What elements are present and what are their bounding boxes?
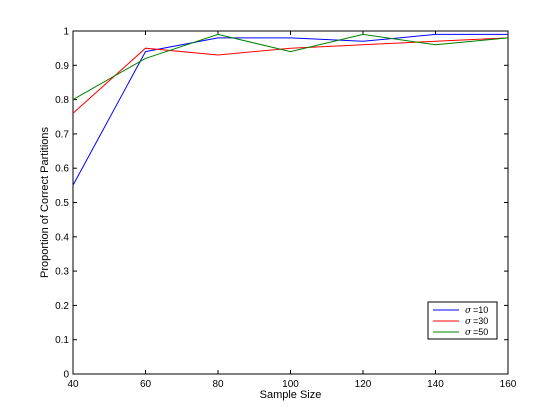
legend-label: =50 — [473, 327, 488, 337]
axis-ticks: 40 60 80 100 120 140 160 0 0.1 0.2 0.3 0.4 0.5 0.6 0.7… — [55, 27, 517, 391]
y-tick-label: 0.1 — [55, 335, 69, 346]
y-tick-label: 0.9 — [55, 61, 69, 72]
x-tick-label: 160 — [500, 379, 517, 390]
legend-symbol: σ — [465, 328, 472, 338]
x-tick-label: 140 — [427, 379, 444, 390]
y-tick-label: 0.7 — [55, 129, 69, 140]
series-line-1 — [72, 33, 508, 186]
x-tick-label: 60 — [140, 379, 152, 390]
legend-label: =30 — [473, 316, 488, 326]
series-line-2 — [72, 37, 509, 114]
legend-label: =10 — [473, 305, 488, 315]
x-tick-label: 80 — [212, 379, 224, 390]
legend-symbol: σ — [465, 317, 472, 327]
y-tick-label: 0.2 — [55, 301, 69, 312]
x-axis-label: Sample Size — [260, 389, 322, 401]
y-tick-label: 1 — [63, 27, 69, 38]
y-tick-label: 0.6 — [55, 164, 69, 175]
x-tick-label: 40 — [67, 379, 79, 390]
legend-symbol: σ — [465, 306, 472, 316]
y-tick-label: 0.8 — [55, 95, 69, 106]
series-line-3 — [72, 33, 509, 101]
y-axis-label: Proportion of Correct Partitions — [39, 126, 51, 278]
y-tick-label: 0.4 — [55, 232, 69, 243]
legend: σ =10σ =30σ =50 — [427, 301, 498, 340]
x-tick-label: 100 — [282, 379, 299, 390]
series-lines — [72, 33, 509, 186]
y-tick-label: 0.3 — [55, 267, 69, 278]
y-tick-label: 0 — [63, 370, 69, 381]
x-tick-label: 120 — [355, 379, 372, 390]
y-tick-label: 0.5 — [55, 198, 69, 209]
